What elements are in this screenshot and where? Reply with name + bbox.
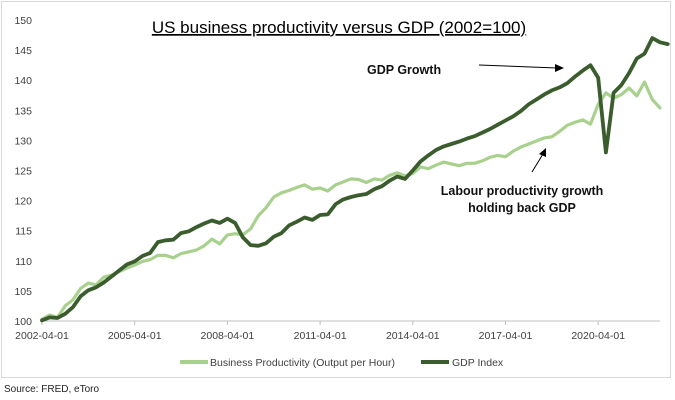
annotation-productivity-arrowhead bbox=[539, 148, 546, 157]
y-tick-label: 100 bbox=[14, 316, 32, 328]
line-chart: US business productivity versus GDP (200… bbox=[14, 15, 670, 369]
y-tick-label: 120 bbox=[14, 196, 32, 208]
annotation-gdp-arrowhead bbox=[555, 64, 564, 72]
x-tick-label: 2005-04-01 bbox=[108, 330, 162, 342]
y-axis: 100 105 110 115 120 125 130 135 140 145 150 bbox=[14, 15, 32, 328]
x-axis: 2002-04-01 2005-04-01 2008-04-01 2011-04-01… bbox=[15, 320, 660, 342]
annotation-gdp-arrow bbox=[478, 64, 558, 69]
annotation-gdp-growth: GDP Growth bbox=[367, 63, 441, 77]
chart-frame: US business productivity versus GDP (200… bbox=[1, 1, 671, 378]
annotation-productivity-arrow bbox=[531, 153, 544, 173]
legend-label-productivity: Business Productivity (Output per Hour) bbox=[210, 357, 395, 369]
legend-label-gdp: GDP Index bbox=[452, 357, 504, 369]
annotation-productivity-line1: Labour productivity growth bbox=[441, 184, 604, 198]
x-tick-label: 2014-04-01 bbox=[386, 330, 440, 342]
y-tick-label: 135 bbox=[14, 105, 32, 117]
source-note: Source: FRED, eToro bbox=[4, 384, 100, 395]
y-tick-label: 105 bbox=[14, 286, 32, 298]
x-tick-label: 2002-04-01 bbox=[15, 330, 69, 342]
annotation-productivity-line2: holding back GDP bbox=[468, 201, 576, 215]
y-tick-label: 125 bbox=[14, 166, 32, 178]
productivity-series-line bbox=[40, 80, 662, 321]
x-tick-label: 2017-04-01 bbox=[479, 330, 533, 342]
legend: Business Productivity (Output per Hour) … bbox=[180, 357, 504, 369]
x-tick-label: 2020-04-01 bbox=[571, 330, 625, 342]
chart-title: US business productivity versus GDP (200… bbox=[152, 18, 526, 37]
y-tick-label: 140 bbox=[14, 75, 32, 87]
y-tick-label: 130 bbox=[14, 135, 32, 147]
series-layer bbox=[40, 36, 670, 323]
x-tick-label: 2008-04-01 bbox=[201, 330, 255, 342]
y-tick-label: 145 bbox=[14, 45, 32, 57]
gdp-series-line bbox=[40, 36, 670, 323]
y-tick-label: 150 bbox=[14, 15, 32, 27]
y-tick-label: 110 bbox=[15, 256, 32, 268]
x-tick-label: 2011-04-01 bbox=[294, 330, 347, 342]
y-tick-label: 115 bbox=[15, 226, 32, 238]
